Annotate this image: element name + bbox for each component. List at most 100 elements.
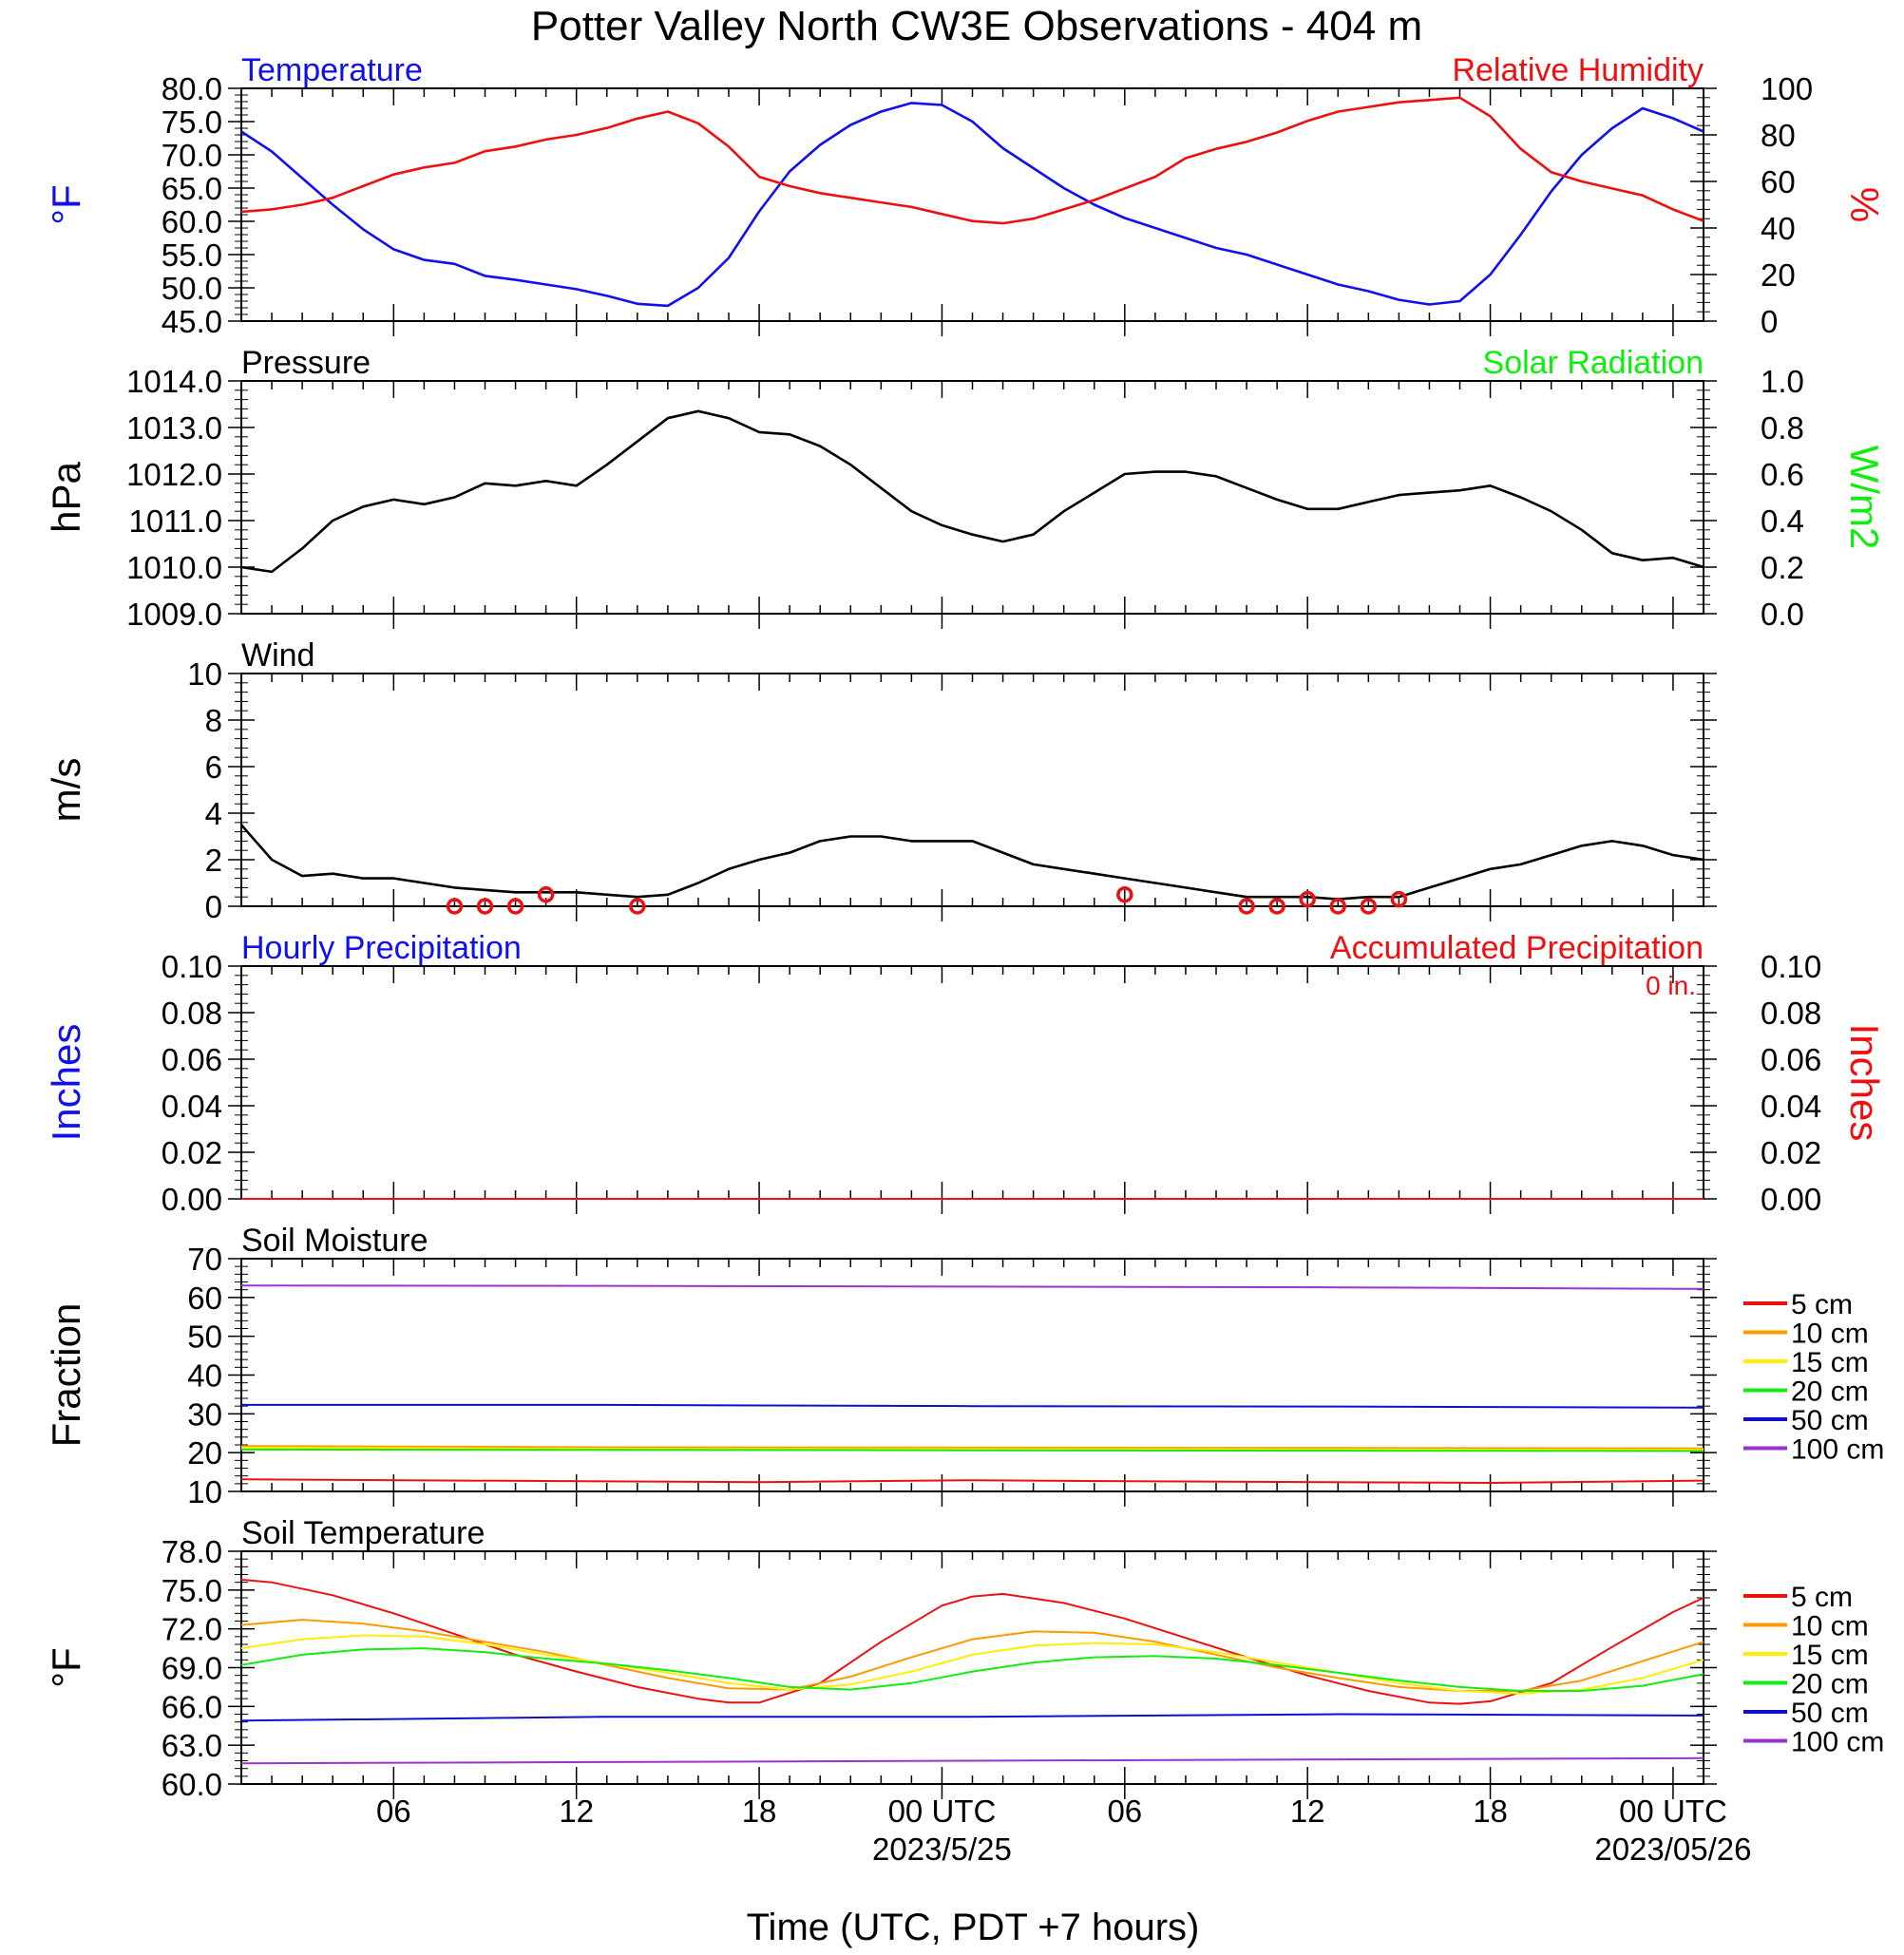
x-tick-label: 18 (742, 1794, 777, 1829)
figure-title: Potter Valley North CW3E Observations - … (531, 3, 1422, 49)
y-tick-label-left: 1011.0 (129, 503, 222, 539)
panel-title-right: Accumulated Precipitation (1330, 930, 1704, 966)
legend-label: 100 cm (1791, 1727, 1884, 1758)
y-tick-label-left: 40 (187, 1358, 222, 1394)
y-tick-label-left: 10 (187, 656, 222, 692)
calm-wind-marker (1268, 898, 1285, 915)
plot-frame (240, 965, 1704, 1200)
y-tick-label-right: 0.4 (1761, 503, 1804, 539)
y-axis-label-right: W/m2 (1842, 446, 1887, 550)
panel-2: 0 2 4 6 8 10 Wind m/s (44, 637, 1717, 924)
y-tick-label-left: 0.08 (162, 996, 222, 1031)
legend-label: 20 cm (1791, 1669, 1869, 1700)
series-line-pressure (240, 409, 1704, 574)
series-line-20-cm (240, 1448, 1704, 1452)
calm-wind-marker (629, 898, 646, 915)
legend-label: 50 cm (1791, 1698, 1869, 1729)
panel-3: 0.00 0.02 0.04 0.06 0.08 0.10 0.00 0.02 0.04 0.06… (44, 930, 1887, 1217)
y-tick-label-left: 1010.0 (126, 550, 222, 585)
y-tick-label-left: 55.0 (162, 237, 222, 273)
legend-label: 15 cm (1791, 1640, 1869, 1671)
y-tick-label-left: 63.0 (162, 1728, 222, 1763)
calm-wind-marker (1116, 886, 1133, 903)
legend-label: 15 cm (1791, 1347, 1869, 1378)
x-tick-label: 12 (1290, 1794, 1325, 1829)
series-line-wind (240, 824, 1704, 901)
y-tick-label-right: 0.04 (1761, 1089, 1821, 1124)
y-tick-label-left: 65.0 (162, 171, 222, 206)
panel-title-right: Relative Humidity (1452, 52, 1704, 88)
y-tick-label-right: 0.0 (1761, 597, 1804, 632)
legend-label: 5 cm (1791, 1582, 1853, 1613)
panel-0: 45.050.055.060.065.070.075.080.0 0 20 40 60 8… (44, 52, 1887, 339)
series-line-50-cm (240, 1713, 1704, 1722)
panel-title-right: Solar Radiation (1483, 345, 1704, 381)
panels: 45.050.055.060.065.070.075.080.002040608… (44, 52, 1887, 1867)
plot-frame (240, 1550, 1704, 1785)
y-tick-label-right: 0.02 (1761, 1135, 1821, 1170)
calm-wind-marker (1360, 898, 1378, 915)
calm-wind-marker (446, 898, 464, 915)
x-date-label: 2023/05/26 (1594, 1832, 1751, 1867)
y-tick-label-left: 0 (205, 889, 222, 924)
panel-title-left: Pressure (241, 345, 371, 381)
y-tick-label-left: 45.0 (162, 304, 222, 339)
calm-wind-marker (1329, 898, 1346, 915)
plot-frame (240, 380, 1704, 615)
panel-5: 60.0 63.0 66.069.0 72.0 75.0 78.0 Soil Tempera… (44, 1515, 1884, 1867)
y-tick-label-right: 0.08 (1761, 996, 1821, 1031)
y-tick-label-left: 70 (187, 1242, 222, 1277)
calm-wind-marker (1390, 890, 1408, 908)
y-tick-label-left: 30 (187, 1396, 222, 1432)
legend-label: 20 cm (1791, 1376, 1869, 1408)
panel-title-left: Soil Temperature (241, 1515, 485, 1551)
panel-1: 1009.0 1010.0 1011.0 1012.0 1013.0 1014.0 0.0 0… (44, 345, 1887, 632)
legend-label: 5 cm (1791, 1289, 1853, 1320)
y-tick-label-left: 50.0 (162, 271, 222, 306)
x-date-label: 2023/5/25 (872, 1832, 1012, 1867)
calm-wind-marker (1299, 890, 1316, 908)
calm-wind-marker (1238, 898, 1255, 915)
y-tick-label-right: 0.06 (1761, 1042, 1821, 1077)
y-tick-label-left: 0.10 (162, 949, 222, 984)
series-line-100-cm (240, 1284, 1704, 1290)
calm-wind-marker (476, 898, 494, 915)
y-axis-label-left: °F (44, 184, 88, 224)
y-tick-label-right: 100 (1761, 71, 1813, 106)
y-axis-label-left: Fraction (44, 1303, 88, 1448)
x-tick-label: 06 (1107, 1794, 1142, 1829)
y-tick-label-right: 60 (1761, 164, 1796, 199)
y-axis-label-left: m/s (44, 758, 88, 823)
series-line-5-cm (240, 1578, 1704, 1705)
y-tick-label-left: 60.0 (162, 204, 222, 239)
y-tick-label-right: 0.2 (1761, 550, 1804, 585)
y-axis-label-right: % (1842, 187, 1887, 222)
y-tick-label-right: 0.8 (1761, 410, 1804, 446)
y-axis-label-right: Inches (1842, 1024, 1887, 1142)
series-line-temperature (240, 102, 1704, 308)
series-line-15-cm (240, 1446, 1704, 1452)
series-line-5-cm (240, 1478, 1704, 1484)
y-tick-label-left: 10 (187, 1474, 222, 1509)
y-tick-label-left: 75.0 (162, 1573, 222, 1608)
y-tick-label-left: 0.06 (162, 1042, 222, 1077)
y-tick-label-left: 20 (187, 1435, 222, 1471)
panel-title-left: Hourly Precipitation (241, 930, 522, 966)
legend-label: 100 cm (1791, 1434, 1884, 1466)
y-tick-label-left: 1012.0 (126, 457, 222, 492)
y-tick-label-left: 4 (205, 796, 222, 831)
series-line-15-cm (240, 1634, 1704, 1695)
series-line-50-cm (241, 1403, 1704, 1409)
panel-title-left: Soil Moisture (241, 1223, 428, 1259)
y-tick-label-right: 20 (1761, 257, 1796, 293)
y-tick-label-left: 1009.0 (126, 597, 222, 632)
y-axis-label-left: °F (44, 1647, 88, 1687)
y-tick-label-left: 60 (187, 1281, 222, 1316)
series-line-20-cm (240, 1647, 1704, 1692)
y-tick-label-left: 6 (205, 750, 222, 785)
x-tick-label: 00 UTC (1619, 1794, 1727, 1829)
legend-label: 10 cm (1791, 1611, 1869, 1642)
y-tick-label-left: 80.0 (162, 71, 222, 106)
